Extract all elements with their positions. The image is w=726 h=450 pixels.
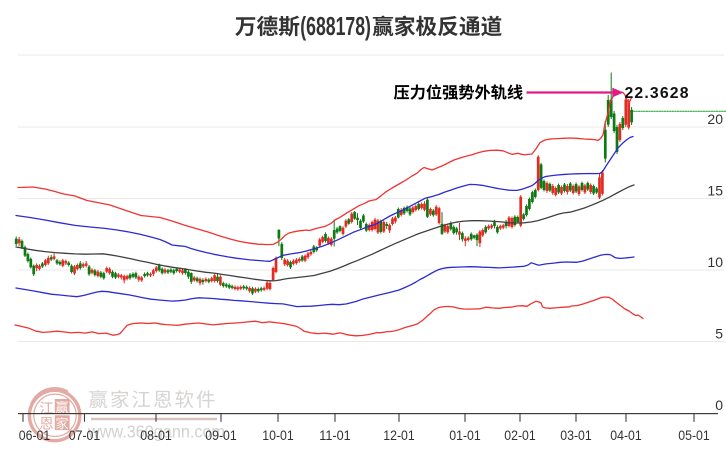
svg-text:04-01: 04-01: [610, 427, 642, 443]
svg-text:0: 0: [715, 397, 723, 413]
svg-text:(688178): (688178): [300, 11, 371, 41]
svg-text:08-01: 08-01: [140, 427, 172, 443]
svg-text:03-01: 03-01: [560, 427, 592, 443]
svg-text:11-01: 11-01: [319, 427, 351, 443]
svg-text:www.360gann.com: www.360gann.com: [87, 422, 225, 442]
svg-text:10-01: 10-01: [262, 427, 294, 443]
svg-text:10: 10: [707, 254, 723, 270]
svg-text:5: 5: [715, 325, 723, 341]
svg-text:15: 15: [707, 182, 723, 198]
svg-text:01-01: 01-01: [449, 427, 481, 443]
svg-text:05-01: 05-01: [678, 427, 710, 443]
svg-text:06-01: 06-01: [19, 427, 51, 443]
svg-text:02-01: 02-01: [504, 427, 536, 443]
svg-text:07-01: 07-01: [69, 427, 101, 443]
svg-text:20: 20: [707, 111, 723, 127]
svg-text:09-01: 09-01: [205, 427, 237, 443]
svg-text:12-01: 12-01: [383, 427, 415, 443]
svg-text:22.3628: 22.3628: [625, 85, 690, 102]
